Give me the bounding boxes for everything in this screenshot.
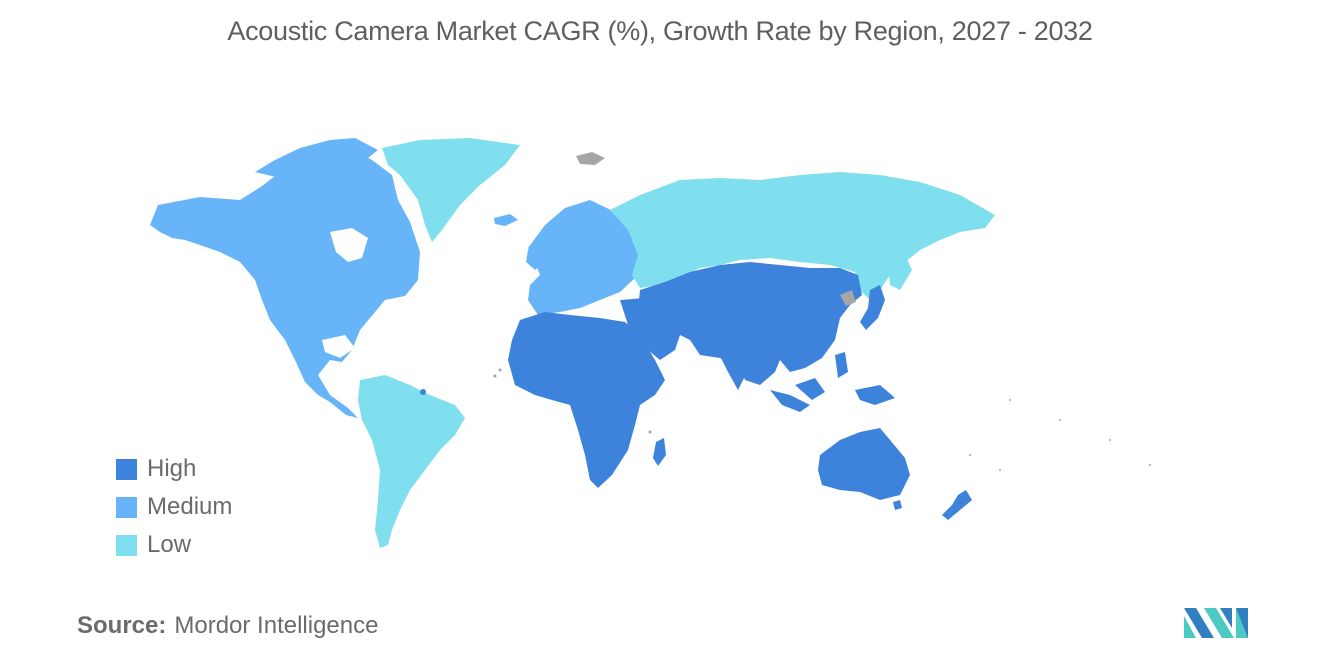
french-guiana xyxy=(420,389,426,395)
region-north-america xyxy=(150,148,420,418)
region-russia xyxy=(610,172,995,300)
legend-item-medium: Medium xyxy=(116,488,232,526)
legend-swatch-low xyxy=(116,534,137,556)
region-australia xyxy=(818,428,910,500)
legend-item-high: High xyxy=(116,450,232,488)
source-note: Source: Mordor Intelligence xyxy=(77,612,378,640)
legend-label-medium: Medium xyxy=(147,493,233,520)
mordor-intelligence-logo-icon xyxy=(1184,608,1248,638)
region-africa xyxy=(508,312,665,488)
region-canada-arctic xyxy=(255,138,378,178)
legend-swatch-high xyxy=(116,458,137,480)
pacific-islands xyxy=(493,368,1151,471)
region-europe xyxy=(528,200,640,315)
chart-title: Acoustic Camera Market CAGR (%), Growth … xyxy=(227,16,1093,46)
legend-item-low: Low xyxy=(116,526,232,564)
legend-label-low: Low xyxy=(147,531,192,558)
legend-swatch-medium xyxy=(116,496,137,518)
region-south-america xyxy=(358,375,465,548)
source-label: Source: xyxy=(77,612,167,639)
legend-label-high: High xyxy=(147,455,197,482)
map-legend: High Medium Low xyxy=(116,450,232,564)
region-asia xyxy=(638,262,862,385)
region-greenland xyxy=(382,138,520,242)
region-svalbard xyxy=(576,152,605,165)
source-value: Mordor Intelligence xyxy=(174,612,379,639)
